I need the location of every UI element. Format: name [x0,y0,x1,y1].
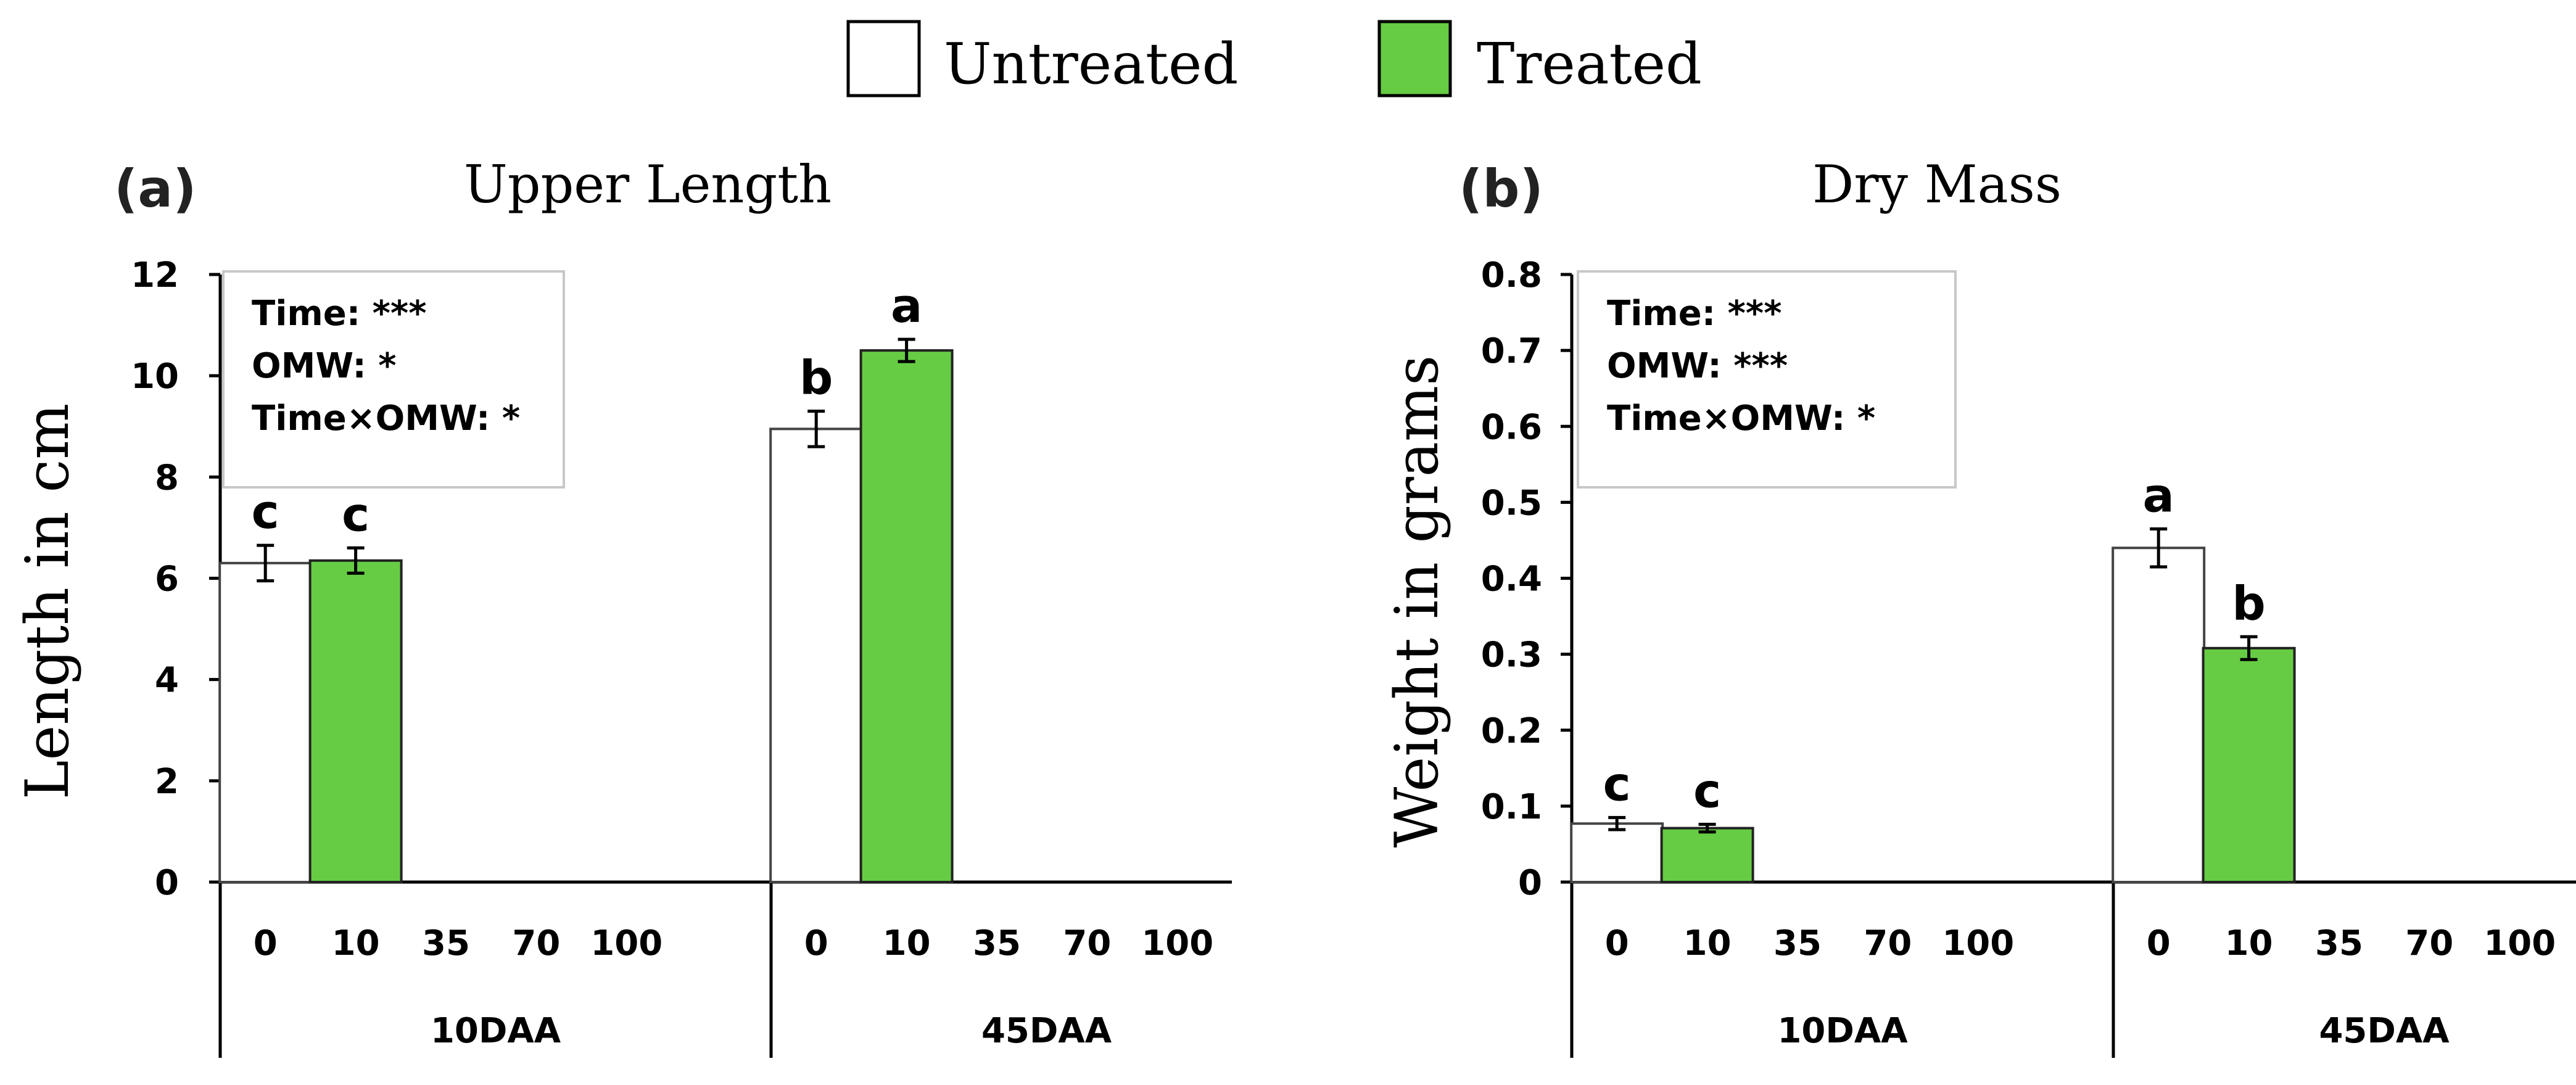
panel-a-x-tick-label: 100 [590,923,663,963]
panel-a-x-tick-label: 10 [883,923,931,963]
panel-a-bar-45daa-treated [859,349,954,883]
panel-b-y-tick-label: 0.1 [1481,787,1542,827]
panel-b-y-tick-label: 0.7 [1481,331,1542,371]
panel-b-y-tick-label: 0.2 [1481,711,1542,751]
panel-b-bar-10daa-untreated [1570,822,1664,883]
panel-a-x-tick-label: 100 [1141,923,1213,963]
panel-b-significance-letter: b [2232,576,2265,630]
panel-b-y-tick-label: 0.3 [1481,635,1542,675]
panel-b-x-tick-label: 70 [2405,923,2453,963]
panel-a-x-tick-label: 10 [332,923,380,963]
panel-a-significance-letter: b [799,350,833,405]
panel-a-bar-45daa-untreated [769,427,864,883]
panel-a-x-tick-label: 35 [973,923,1021,963]
panel-a-x-tick-label: 70 [512,923,560,963]
panel-a-x-tick-label: 35 [422,923,470,963]
panel-b-group-label-45daa: 45DAA [2319,1011,2450,1051]
panel-a-y-tick-label: 8 [155,458,179,498]
panel-a-y-tick-label: 12 [131,255,179,295]
panel-b-stat-interaction: Time×OMW: * [1607,398,1875,439]
legend-label-untreated: Untreated [944,31,1238,97]
panel-b-stats-frame [1577,270,1957,489]
panel-b-stats-box: Time: *** OMW: *** Time×OMW: * [1577,270,1957,489]
panel-a-bar-10daa-untreated [218,561,313,883]
legend: Untreated Treated [846,20,1702,97]
panel-b-bar-45daa-untreated [2112,547,2206,883]
legend-swatch-untreated [846,20,921,97]
panel-a-letter: (a) [114,159,196,219]
panel-a-stat-interaction: Time×OMW: * [252,398,520,439]
panel-b-significance-letter: c [1693,763,1721,818]
panel-b-significance-letter: a [2143,468,2174,522]
panel-a-plot: 0 2 4 6 8 10 12 10DAA 0 10 35 70 100 45DAA 0 10 35 70 100 c… [131,255,1232,1058]
panel-a-x-tick-label: 70 [1063,923,1111,963]
panel-a-y-tick-label: 0 [155,863,179,903]
panel-b: (b) Dry Mass Weight in grams 0 0.1 0.2 0.3 0… [1382,154,2576,1058]
panel-b-y-tick-label: 0 [1518,863,1542,903]
panel-a: (a) Upper Length Length in cm 0 2 4 6 8 10 12 1… [13,154,1232,1058]
panel-b-x-tick-label: 10 [2225,923,2273,963]
panel-b-y-tick-label: 0.4 [1481,559,1542,600]
panel-b-stat-omw: OMW: *** [1607,346,1788,386]
panel-a-x-tick-label: 0 [804,923,828,963]
panel-b-y-tick-label: 0.5 [1481,483,1542,523]
panel-b-x-tick-label: 100 [1942,923,2014,963]
panel-b-x-tick-label: 70 [1864,923,1912,963]
panel-a-y-tick-label: 2 [155,762,179,802]
panel-b-title: Dry Mass [1812,154,2062,215]
panel-b-x-tick-label: 0 [2147,923,2171,963]
panel-b-x-tick-label: 10 [1683,923,1732,963]
panel-b-x-tick-label: 35 [1773,923,1822,963]
panel-a-y-tick-label: 10 [131,357,179,397]
panel-a-significance-letter: c [252,484,279,539]
panel-a-y-axis-title: Length in cm [13,403,82,800]
panel-b-bar-10daa-treated [1660,827,1754,884]
panel-b-letter: (b) [1459,159,1543,219]
panel-b-y-tick-label: 0.6 [1481,407,1542,447]
panel-a-stat-omw: OMW: * [252,346,397,386]
panel-b-bar-45daa-treated [2202,646,2296,884]
panel-b-stat-time: Time: *** [1607,294,1781,334]
panel-a-group-label-10daa: 10DAA [431,1011,561,1051]
panel-b-x-tick-label: 100 [2483,923,2556,963]
panel-a-group-label-45daa: 45DAA [981,1011,1112,1051]
panel-a-stats-box: Time: *** OMW: * Time×OMW: * [222,270,565,489]
panel-a-y-tick-label: 6 [155,559,179,600]
panel-a-stat-time: Time: *** [252,294,426,334]
panel-b-group-label-10daa: 10DAA [1777,1011,1908,1051]
panel-a-stats-frame [222,270,565,489]
panel-a-title: Upper Length [464,154,832,215]
panel-a-y-tick-label: 4 [155,661,179,701]
panel-b-y-tick-label: 0.8 [1481,255,1542,295]
panel-a-x-tick-label: 0 [254,923,278,963]
panel-a-significance-letter: a [891,278,922,333]
legend-label-treated: Treated [1477,31,1702,97]
panel-b-x-tick-label: 35 [2315,923,2363,963]
panel-a-significance-letter: c [342,487,369,542]
panel-b-x-tick-label: 0 [1605,923,1629,963]
panel-b-significance-letter: c [1603,756,1631,811]
legend-swatch-treated [1377,20,1452,97]
panel-a-bar-10daa-treated [308,559,403,883]
panel-b-y-axis-title: Weight in grams [1382,355,1451,848]
